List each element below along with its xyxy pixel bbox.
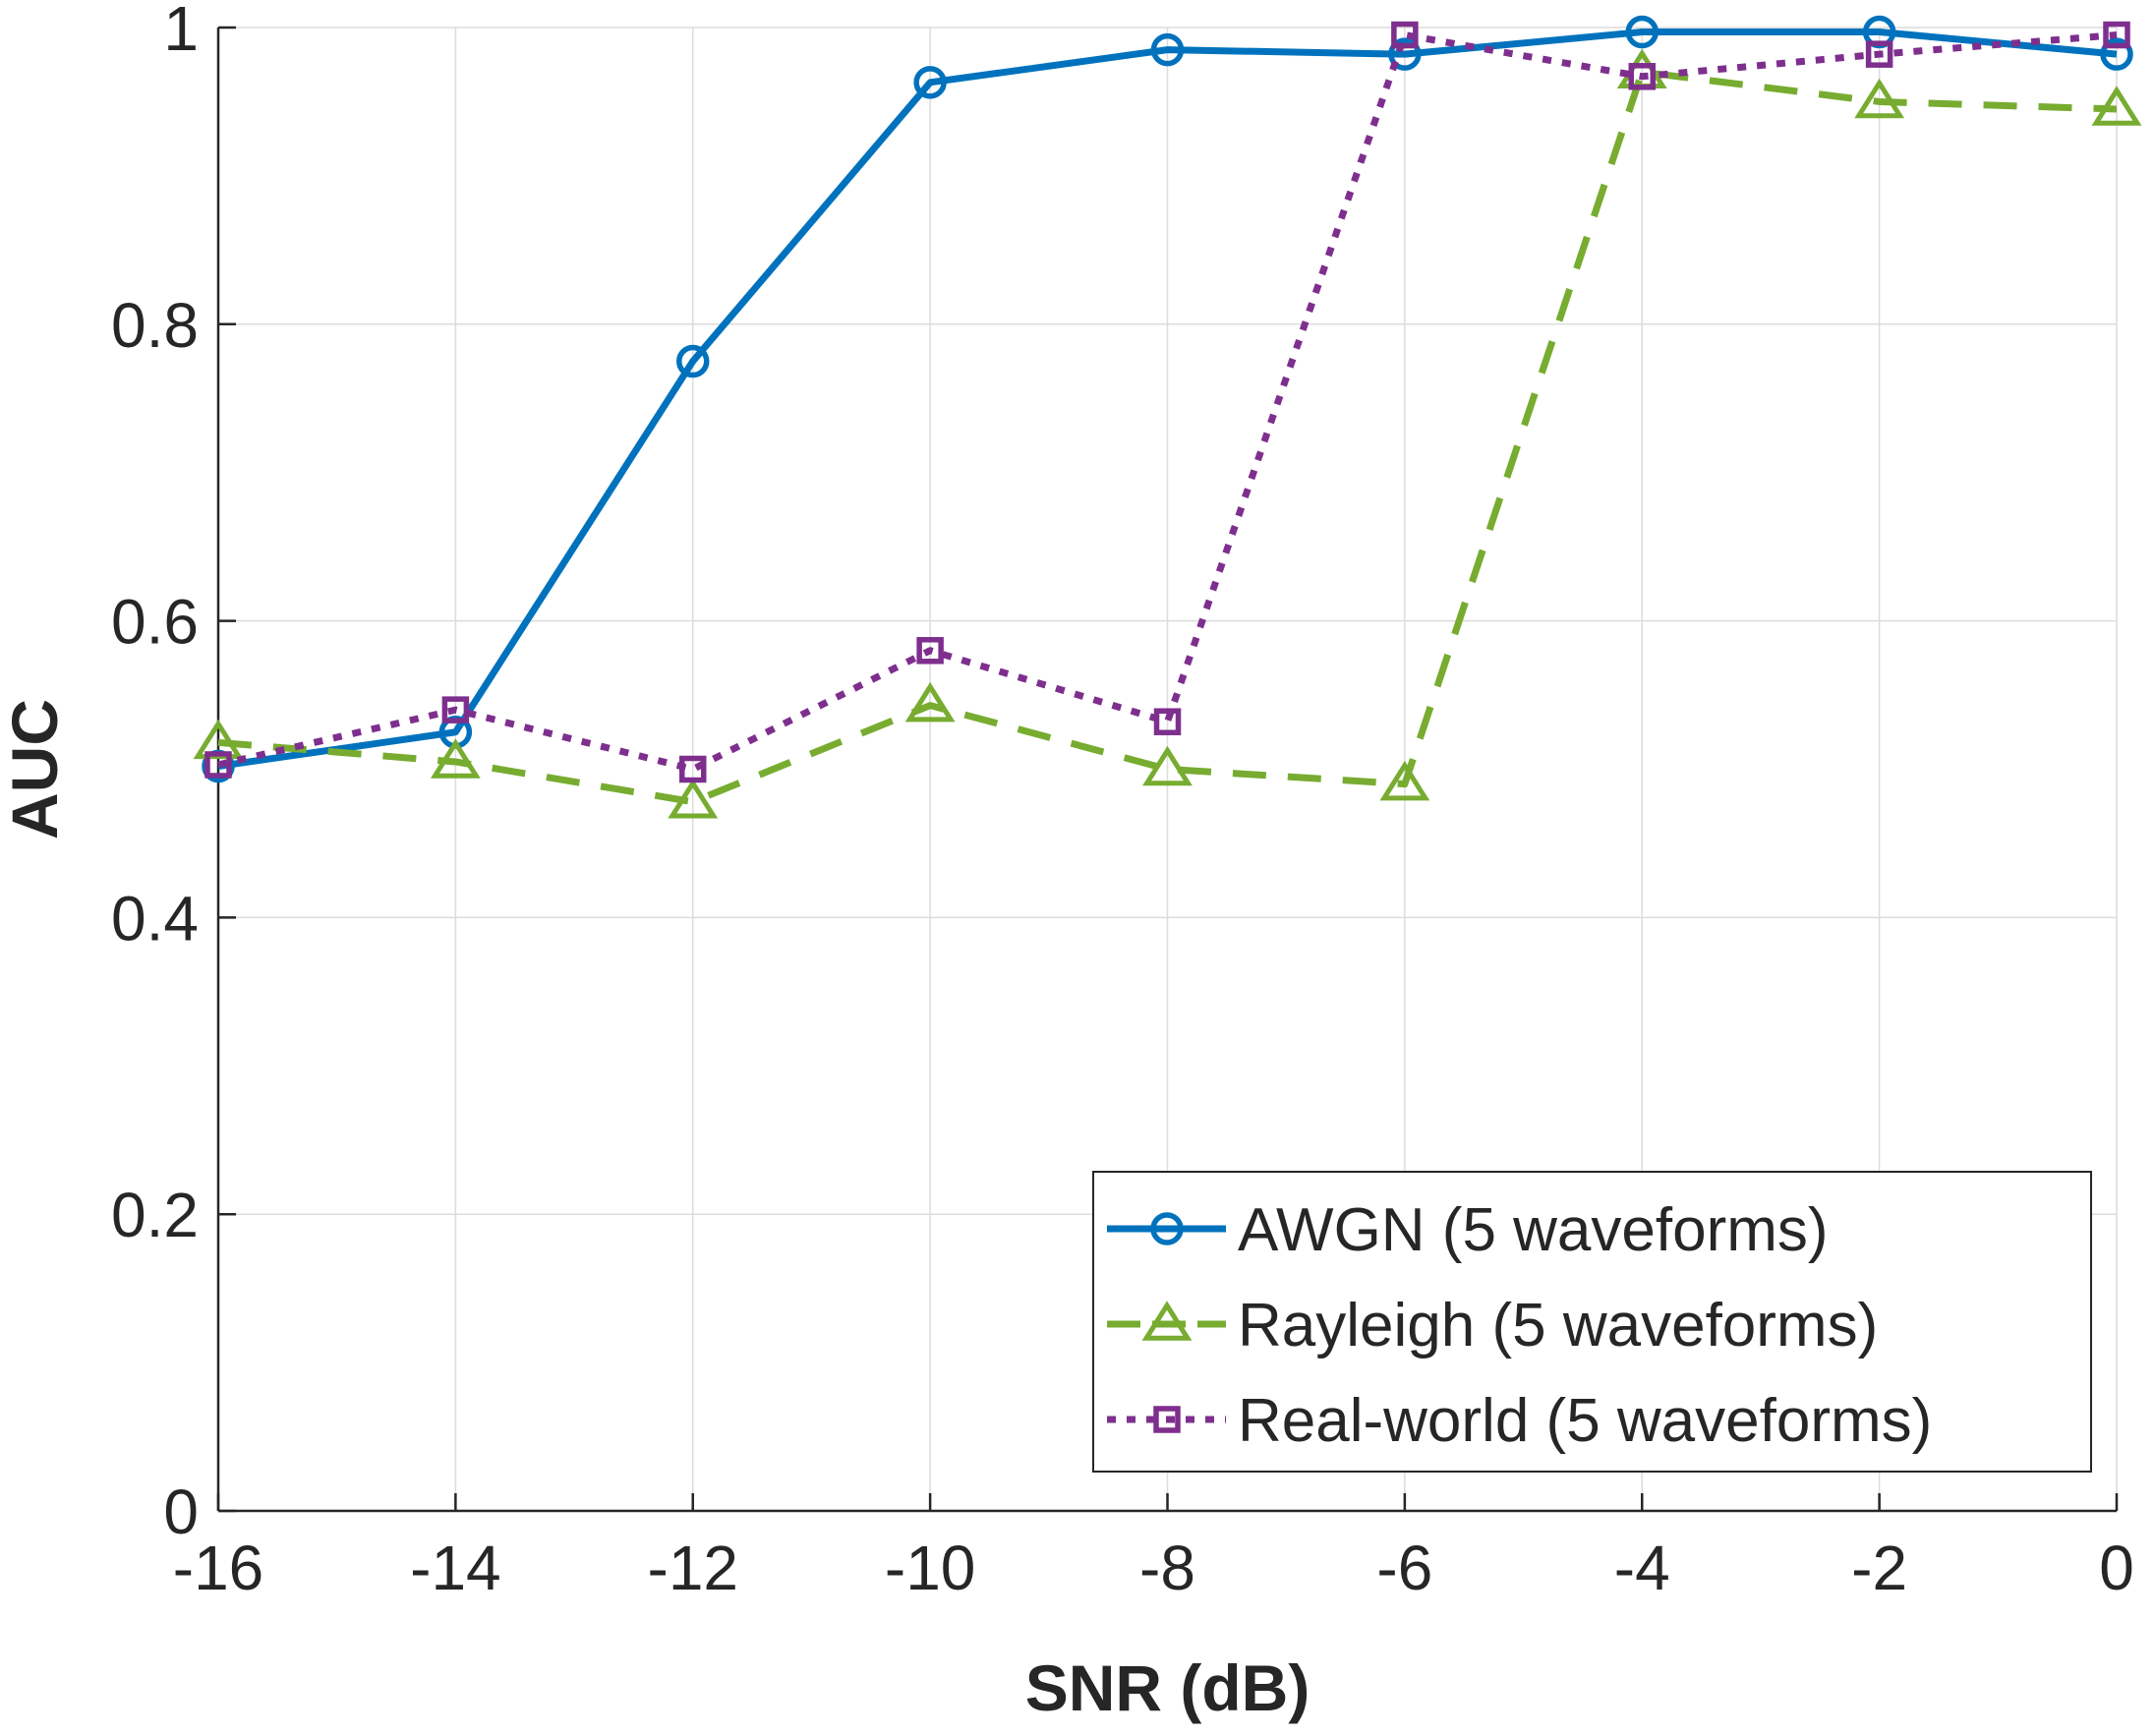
x-tick-label: 0 (2099, 1533, 2134, 1603)
y-tick-label: 0.6 (111, 587, 199, 658)
y-tick-label: 0.2 (111, 1180, 199, 1250)
y-axis-title: AUC (0, 699, 71, 839)
x-tick-label: -2 (1851, 1533, 1907, 1603)
x-tick-label: -10 (885, 1533, 976, 1603)
series-line (217, 31, 2118, 773)
legend-label: Rayleigh (5 waveforms) (1238, 1292, 1878, 1360)
data-point (1854, 78, 1905, 119)
legend-entry: Rayleigh (5 waveforms) (1107, 1292, 1878, 1360)
data-point (2103, 21, 2130, 49)
series-3 (204, 21, 2130, 783)
data-point (916, 637, 944, 665)
data-point (904, 681, 956, 723)
x-tick-label: -4 (1614, 1533, 1670, 1603)
data-point (1150, 32, 1185, 67)
data-point (676, 344, 710, 378)
legend-label: AWGN (5 waveforms) (1238, 1196, 1829, 1264)
data-point (913, 66, 947, 99)
series-line (217, 29, 2118, 770)
legend-marker (1153, 1406, 1181, 1433)
y-tick-label: 0 (163, 1476, 199, 1547)
legend-marker (1150, 1212, 1184, 1245)
series-layer (193, 15, 2142, 819)
y-tick-label: 0.4 (111, 883, 199, 954)
y-tick-label: 0.8 (111, 290, 199, 361)
x-tick-label: -12 (648, 1533, 739, 1603)
legend-entry: Real-world (5 waveforms) (1107, 1387, 1932, 1455)
x-tick-label: -6 (1376, 1533, 1432, 1603)
data-point (1142, 745, 1193, 786)
x-tick-label: -14 (410, 1533, 501, 1603)
data-point (668, 779, 719, 819)
x-tick-label: -8 (1139, 1533, 1195, 1603)
data-point (1379, 760, 1430, 801)
legend-entry: AWGN (5 waveforms) (1107, 1196, 1829, 1264)
data-point (2100, 37, 2133, 71)
axes-layer: -16 -14 -12 -10 -8 -6 -4 -2 0 0 0.2 0.4 0.6 0.8 1 (111, 0, 2134, 1603)
data-point (1865, 40, 1893, 68)
data-point (204, 751, 232, 779)
data-point (1388, 37, 1422, 71)
data-point (430, 738, 481, 779)
data-point (1153, 708, 1182, 735)
x-tick-label: -16 (173, 1533, 264, 1603)
legend-box (1092, 1171, 2092, 1473)
y-tick-label: 1 (163, 0, 199, 64)
data-point (2091, 86, 2142, 126)
data-point (441, 696, 470, 723)
legend-label: Real-world (5 waveforms) (1238, 1387, 1932, 1455)
data-point (1391, 21, 1419, 49)
data-point (1625, 15, 1659, 49)
data-point (1628, 63, 1656, 90)
legend-marker (1141, 1301, 1193, 1341)
data-point (679, 755, 707, 783)
legend: AWGN (5 waveforms) Rayleigh (5 waveforms)… (1092, 1171, 2092, 1473)
x-axis-title: SNR (dB) (1025, 1651, 1310, 1724)
